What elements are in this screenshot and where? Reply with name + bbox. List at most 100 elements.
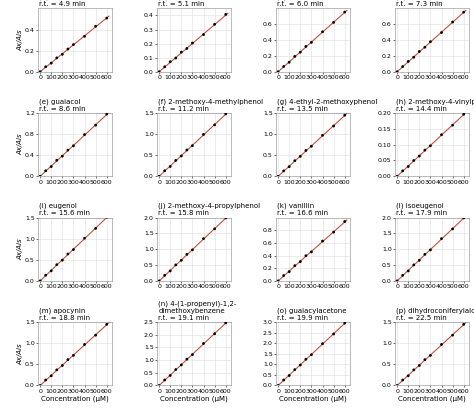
Point [64, 251, 72, 257]
Point [53, 261, 61, 268]
Point [172, 366, 180, 373]
Point [274, 68, 282, 75]
Point [53, 157, 61, 163]
Point [172, 54, 180, 61]
Point [166, 163, 174, 170]
Point [280, 272, 287, 279]
Point [449, 225, 456, 232]
Text: (e) guaiacol
r.t. = 8.6 min: (e) guaiacol r.t. = 8.6 min [39, 98, 86, 112]
Point [222, 11, 229, 18]
Point [319, 238, 326, 244]
Point [438, 235, 445, 242]
Point [166, 58, 174, 65]
Point [302, 252, 310, 259]
Y-axis label: Ax/Ais: Ax/Ais [18, 134, 23, 155]
Point [319, 28, 326, 35]
Point [172, 157, 180, 164]
Text: (c) phenol
r.t. = 6.0 min: (c) phenol r.t. = 6.0 min [277, 0, 324, 7]
Point [285, 59, 293, 66]
Point [460, 111, 467, 118]
Point [211, 21, 219, 28]
Point [222, 111, 229, 117]
Point [319, 132, 326, 139]
Point [297, 153, 304, 160]
Point [308, 248, 315, 255]
Point [410, 54, 418, 61]
Point [291, 262, 299, 269]
Point [393, 68, 401, 75]
Point [341, 112, 348, 119]
Point [103, 15, 110, 21]
Point [200, 131, 207, 138]
Point [178, 362, 185, 368]
Point [399, 377, 406, 383]
Point [161, 272, 168, 279]
Text: (a) cyclohexanol
r.t. = 4.9 min: (a) cyclohexanol r.t. = 4.9 min [39, 0, 97, 7]
Point [399, 168, 406, 174]
Point [404, 268, 412, 274]
Point [81, 131, 88, 138]
Point [280, 377, 287, 383]
Point [302, 147, 310, 154]
Text: (o) guaiacylacetone
r.t. = 19.9 min: (o) guaiacylacetone r.t. = 19.9 min [277, 308, 347, 321]
Point [410, 261, 418, 268]
Point [92, 225, 100, 232]
Point [404, 163, 412, 170]
Point [438, 341, 445, 348]
Point [103, 321, 110, 328]
Text: (h) 2-methoxy-4-vinylphenol
r.t. = 14.4 min: (h) 2-methoxy-4-vinylphenol r.t. = 14.4 … [396, 98, 474, 112]
Point [308, 352, 315, 358]
Point [189, 351, 196, 358]
Point [341, 9, 348, 16]
Point [211, 225, 219, 232]
Point [438, 29, 445, 36]
Point [341, 320, 348, 326]
Point [427, 246, 434, 253]
Point [178, 153, 185, 159]
Point [438, 132, 445, 138]
Point [285, 163, 293, 170]
Point [291, 366, 299, 373]
Point [460, 215, 467, 221]
Point [161, 63, 168, 70]
Point [42, 168, 49, 174]
Point [161, 377, 168, 383]
Point [330, 331, 337, 337]
Point [81, 235, 88, 241]
Point [274, 277, 282, 284]
X-axis label: Concentration (μM): Concentration (μM) [279, 395, 347, 401]
Point [42, 63, 49, 70]
Point [189, 246, 196, 253]
Text: (b) cyclohexanone
r.t. = 5.1 min: (b) cyclohexanone r.t. = 5.1 min [158, 0, 223, 7]
Point [155, 68, 163, 75]
Point [81, 33, 88, 40]
Point [200, 340, 207, 347]
Text: (m) apocynin
r.t. = 18.8 min: (m) apocynin r.t. = 18.8 min [39, 308, 91, 321]
Point [393, 173, 401, 180]
Point [421, 356, 428, 363]
X-axis label: Concentration (μM): Concentration (μM) [398, 395, 466, 401]
Point [47, 267, 55, 274]
Point [183, 356, 191, 362]
Point [59, 153, 66, 160]
Point [285, 268, 293, 275]
Text: (j) 2-methoxy-4-propylphenol
r.t. = 15.8 min: (j) 2-methoxy-4-propylphenol r.t. = 15.8… [158, 203, 261, 217]
Point [166, 268, 174, 274]
Point [302, 356, 310, 362]
Point [36, 68, 44, 75]
Point [59, 51, 66, 58]
Point [297, 362, 304, 368]
Point [81, 341, 88, 348]
Point [189, 142, 196, 149]
Point [393, 382, 401, 389]
Text: (i) eugenol
r.t. = 15.6 min: (i) eugenol r.t. = 15.6 min [39, 203, 91, 217]
Point [211, 122, 219, 128]
Point [319, 340, 326, 347]
Point [172, 261, 180, 268]
Point [36, 382, 44, 389]
Point [53, 367, 61, 373]
Point [42, 377, 49, 383]
Point [178, 257, 185, 264]
Point [155, 382, 163, 389]
Point [274, 382, 282, 389]
